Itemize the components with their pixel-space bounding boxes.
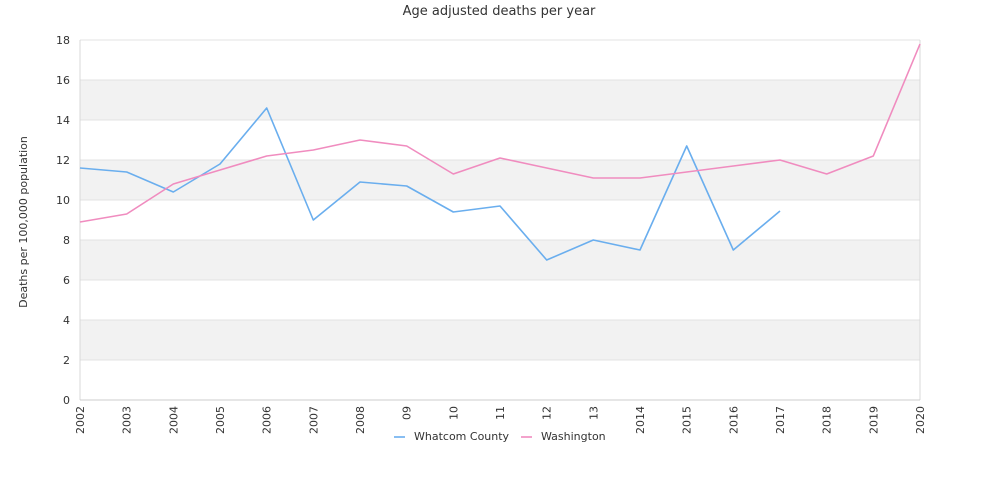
chart-title: Age adjusted deaths per year <box>403 4 596 19</box>
x-tick-label: 2004 <box>167 406 180 434</box>
y-tick-label: 18 <box>56 34 70 47</box>
y-tick-label: 12 <box>56 154 70 167</box>
x-tick-label: 13 <box>587 406 600 420</box>
legend: Whatcom County Washington <box>394 430 606 443</box>
x-tick-label: 2005 <box>214 406 227 434</box>
x-tick-label: 2003 <box>121 406 134 434</box>
y-axis-label: Deaths per 100,000 population <box>17 136 30 308</box>
x-tick-label: 2020 <box>914 406 927 434</box>
x-tick-label: 2019 <box>867 406 880 434</box>
y-tick-label: 14 <box>56 114 70 127</box>
series-line-washington <box>79 43 921 223</box>
y-tick-label: 8 <box>63 234 70 247</box>
grid-band <box>80 160 920 200</box>
gridlines <box>80 39 920 401</box>
grid-bands <box>80 80 920 360</box>
grid-band <box>80 80 920 120</box>
y-tick-label: 6 <box>63 274 70 287</box>
y-tick-label: 2 <box>63 354 70 367</box>
y-tick-label: 10 <box>56 194 70 207</box>
x-tick-label: 11 <box>494 406 507 420</box>
y-tick-label: 4 <box>63 314 70 327</box>
x-tick-label: 2007 <box>307 406 320 434</box>
y-tick-label: 16 <box>56 74 70 87</box>
x-tick-label: 2008 <box>354 406 367 434</box>
x-tick-label: 2016 <box>727 406 740 434</box>
grid-band <box>80 240 920 280</box>
y-tick-label: 0 <box>63 394 70 407</box>
y-tick-labels: 0 2 4 6 8 10 12 14 16 18 <box>56 34 70 407</box>
legend-label: Washington <box>541 430 606 443</box>
x-tick-label: 10 <box>447 406 460 420</box>
x-tick-label: 2015 <box>681 406 694 434</box>
x-tick-label: 2002 <box>74 406 87 434</box>
x-tick-label: 09 <box>401 406 414 420</box>
x-tick-labels: 2002 2003 2004 2005 2006 2007 2008 09 10 11 12 13 20… <box>74 406 927 434</box>
series-lines <box>79 43 921 261</box>
x-tick-label: 2018 <box>821 406 834 434</box>
grid-band <box>80 320 920 360</box>
x-tick-label: 2006 <box>261 406 274 434</box>
x-tick-label: 2014 <box>634 406 647 434</box>
x-tick-label: 2017 <box>774 406 787 434</box>
series-line-whatcom-county <box>79 107 781 261</box>
x-tick-label: 12 <box>541 406 554 420</box>
legend-label: Whatcom County <box>414 430 510 443</box>
